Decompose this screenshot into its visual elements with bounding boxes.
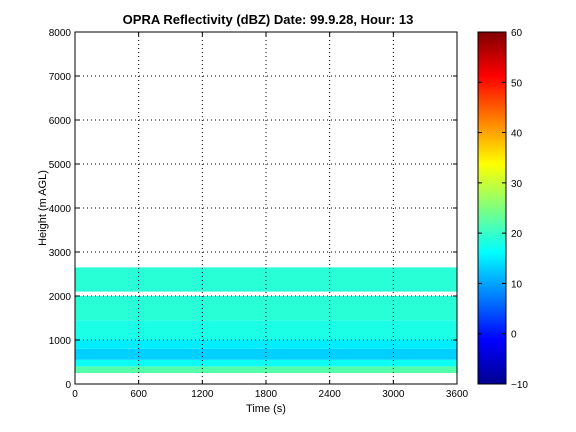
y-axis-label: Height (m AGL) xyxy=(37,170,49,246)
heatmap-band-1 xyxy=(75,359,457,367)
y-tick-label: 7000 xyxy=(49,72,72,83)
y-tick-label: 6000 xyxy=(49,116,72,127)
colorbar-tick-label: 20 xyxy=(511,229,523,240)
colorbar xyxy=(478,32,506,384)
x-tick-label: 600 xyxy=(130,389,147,400)
heatmap-band-4 xyxy=(75,320,457,340)
chart-title: OPRA Reflectivity (dBZ) Date: 99.9.28, H… xyxy=(123,12,414,27)
y-tick-label: 1000 xyxy=(49,336,72,347)
y-tick-label: 0 xyxy=(65,380,71,391)
x-axis-ticks: 0 600 1200 1800 2400 3000 3600 xyxy=(72,32,469,400)
heatmap-band-0 xyxy=(75,366,457,373)
colorbar-tick-label: −10 xyxy=(511,380,528,391)
colorbar-tick-label: 40 xyxy=(511,129,523,140)
x-tick-label: 3000 xyxy=(382,389,405,400)
colorbar-tick-label: 50 xyxy=(511,78,523,89)
x-tick-label: 0 xyxy=(72,389,78,400)
y-tick-label: 2000 xyxy=(49,292,72,303)
colorbar-tick-label: 0 xyxy=(511,330,517,341)
x-tick-label: 1200 xyxy=(191,389,214,400)
colorbar-ticks: −10 0 10 20 30 40 50 60 xyxy=(478,28,528,391)
y-tick-label: 8000 xyxy=(49,28,72,39)
x-tick-label: 1800 xyxy=(255,389,278,400)
colorbar-tick-label: 10 xyxy=(511,279,523,290)
y-axis-ticks: 0 1000 2000 3000 4000 5000 6000 7000 8000 xyxy=(49,28,457,391)
colorbar-frame xyxy=(477,31,507,385)
y-tick-label: 4000 xyxy=(49,204,72,215)
x-tick-label: 2400 xyxy=(319,389,342,400)
x-axis-label: Time (s) xyxy=(246,403,286,415)
grid-lines xyxy=(75,32,457,384)
x-tick-label: 3600 xyxy=(446,389,469,400)
colorbar-tick-label: 60 xyxy=(511,28,523,39)
heatmap-band-6 xyxy=(75,267,457,292)
y-tick-label: 3000 xyxy=(49,248,72,259)
heatmap-band-2 xyxy=(75,348,457,360)
y-tick-label: 5000 xyxy=(49,160,72,171)
colorbar-tick-label: 30 xyxy=(511,179,523,190)
